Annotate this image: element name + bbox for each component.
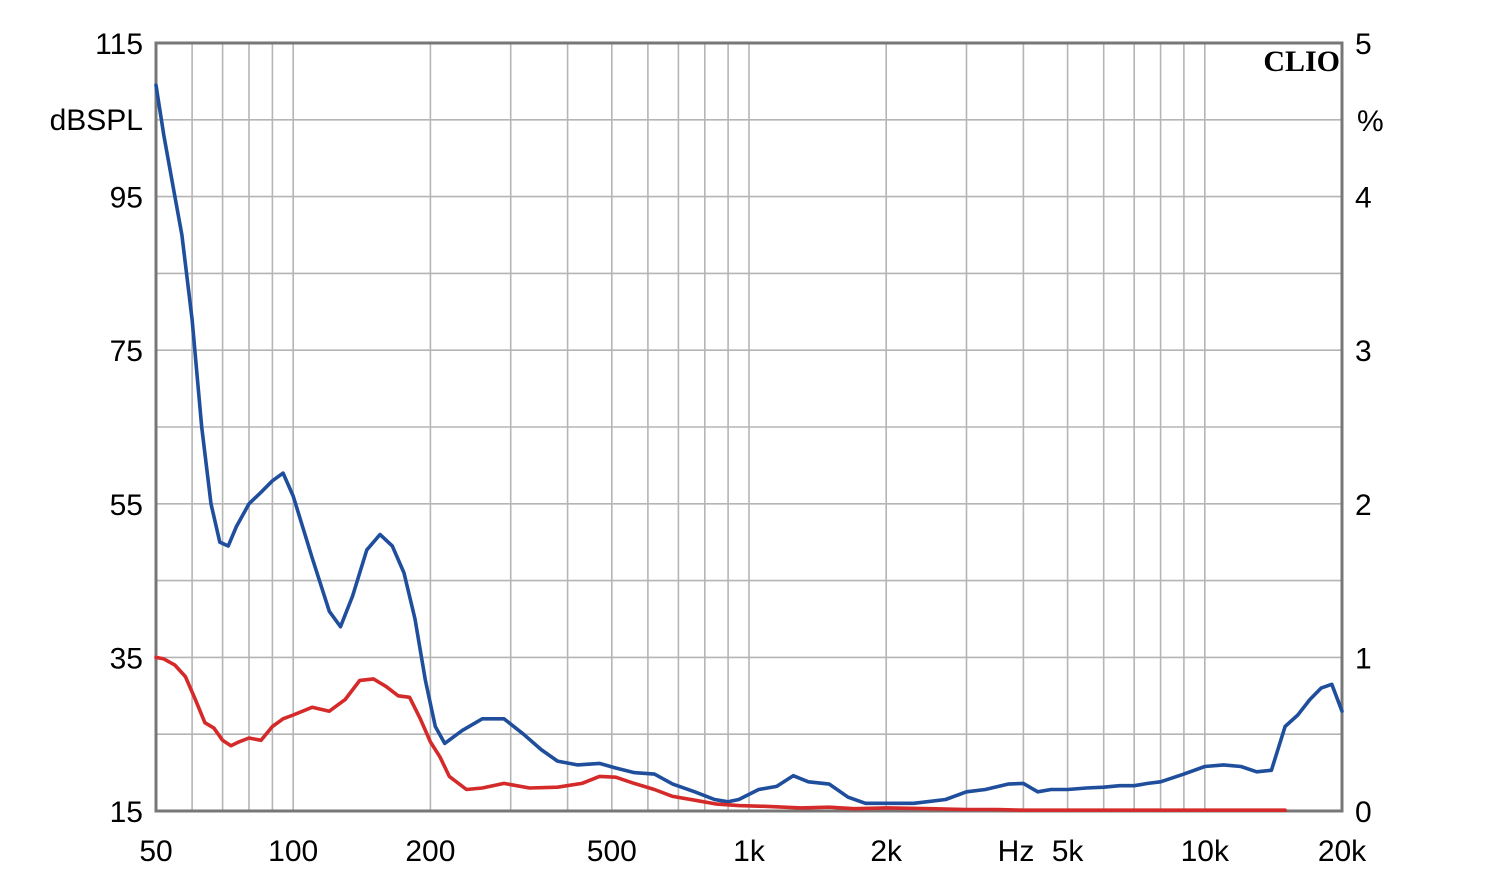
x-tick-label: 20k	[1318, 835, 1367, 868]
clio-brand-label: CLIO	[1263, 45, 1340, 78]
x-tick-label: 2k	[870, 835, 903, 868]
x-tick-label: 5k	[1052, 835, 1085, 868]
y-right-tick-label: 5	[1355, 28, 1372, 61]
y-left-tick-label: 35	[110, 642, 143, 675]
y-left-tick-label: 75	[110, 335, 143, 368]
y-right-tick-label: 1	[1355, 642, 1372, 675]
x-tick-label: 500	[587, 835, 637, 868]
y-right-tick-labels: 5 4 3 2 1 0	[1355, 28, 1372, 829]
y-right-tick-label: 2	[1355, 489, 1372, 522]
series-line-blue	[154, 83, 1344, 806]
right-unit-label: %	[1357, 105, 1384, 138]
y-left-tick-label: 115	[95, 28, 143, 61]
x-tick-label: 1k	[733, 835, 766, 868]
x-tick-labels: 50 100 200 500 1k 2k 5k 10k 20k	[139, 835, 1367, 868]
x-tick-label: 200	[405, 835, 455, 868]
series-layer	[154, 83, 1344, 813]
grid	[156, 43, 1342, 811]
y-right-tick-label: 0	[1355, 796, 1372, 829]
x-tick-label: 10k	[1181, 835, 1230, 868]
y-right-tick-label: 3	[1355, 335, 1372, 368]
y-left-tick-labels: 115 95 75 55 35 15	[95, 28, 143, 829]
series-line-red	[154, 655, 1287, 813]
y-right-tick-label: 4	[1355, 182, 1372, 215]
x-tick-label: 100	[268, 835, 318, 868]
y-left-tick-label: 55	[110, 489, 143, 522]
x-unit-label: Hz	[998, 835, 1035, 868]
y-left-tick-label: 15	[110, 796, 143, 829]
y-left-tick-label: 95	[110, 182, 143, 215]
plot-frame	[154, 41, 1344, 813]
left-unit-label: dBSPL	[50, 104, 143, 137]
x-tick-label: 50	[139, 835, 172, 868]
